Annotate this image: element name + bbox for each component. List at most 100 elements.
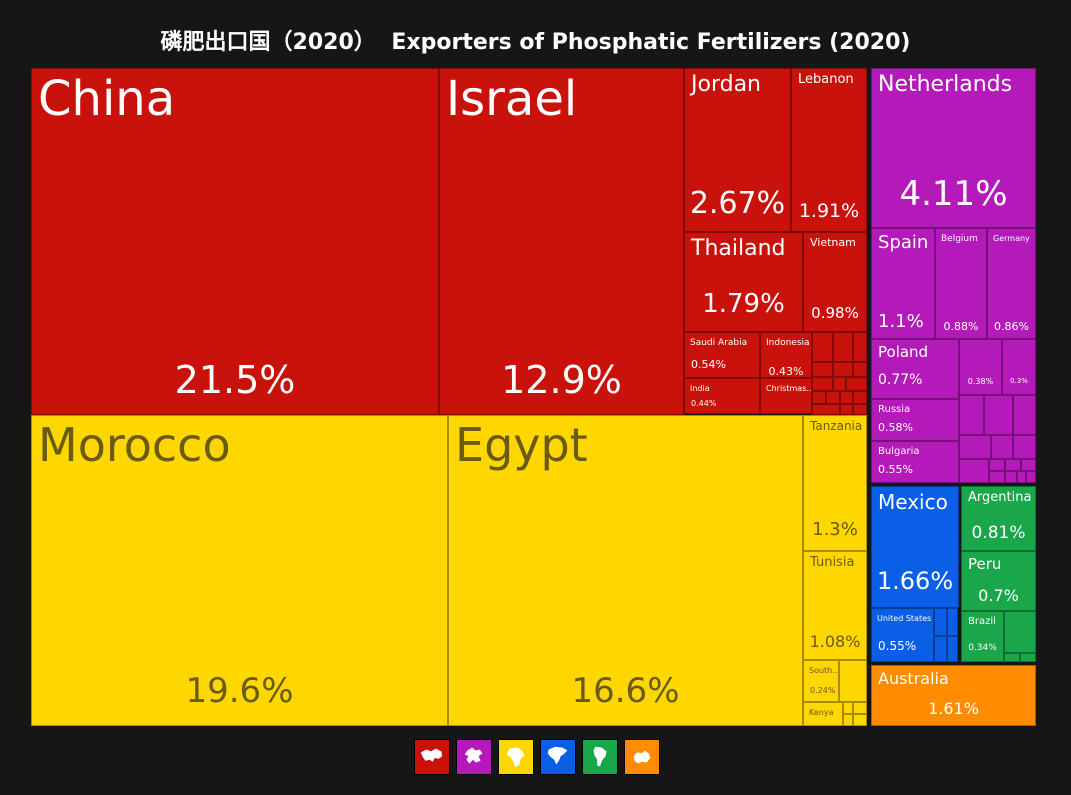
tile-value: 0.55% <box>878 463 913 476</box>
tile-minor-asia-3[interactable] <box>812 362 833 377</box>
tile-vietnam[interactable]: Vietnam 0.98% <box>803 232 867 332</box>
tile-minor-north-america-38[interactable] <box>947 636 958 662</box>
tile-minor-north-america-36[interactable] <box>947 608 958 636</box>
tile-bulgaria[interactable]: Bulgaria 0.55% <box>871 441 959 483</box>
tile-region-22[interactable]: 0.3% <box>1002 339 1036 395</box>
tile-indonesia[interactable]: Indonesia 0.43% <box>760 332 812 378</box>
tile-minor-asia-12[interactable] <box>853 391 867 404</box>
tile-minor-europe-31[interactable] <box>989 471 1005 483</box>
tile-minor-europe-28[interactable] <box>989 459 1005 471</box>
tile-netherlands[interactable]: Netherlands 4.11% <box>871 68 1036 228</box>
tile-india[interactable]: India 0.44% <box>684 378 760 414</box>
tile-australia[interactable]: Australia 1.61% <box>871 665 1036 726</box>
tile-united-states[interactable]: United States 0.55% <box>871 608 934 662</box>
tile-label: Morocco <box>38 418 231 472</box>
tile-christmas[interactable]: Christmas… <box>760 378 812 414</box>
tile-label: Poland <box>878 343 929 361</box>
tile-minor-south-america-41[interactable] <box>1020 653 1036 662</box>
tile-belgium[interactable]: Belgium 0.88% <box>935 228 987 339</box>
tile-saudi-arabia[interactable]: Saudi Arabia 0.54% <box>684 332 760 378</box>
tile-label: Peru <box>968 555 1002 573</box>
tile-minor-europe-32[interactable] <box>1005 471 1017 483</box>
legend-oceania[interactable] <box>624 739 660 775</box>
tile-minor-asia-5[interactable] <box>853 362 867 377</box>
tile-value: 0.44% <box>691 399 717 408</box>
tile-minor-asia-7[interactable] <box>833 377 846 391</box>
tile-tunisia[interactable]: Tunisia 1.08% <box>803 551 867 660</box>
tile-egypt[interactable]: Egypt 16.6% <box>448 415 803 726</box>
tile-argentina[interactable]: Argentina 0.81% <box>961 486 1036 551</box>
tile-minor-europe-27[interactable] <box>959 459 989 483</box>
tile-minor-asia-14[interactable] <box>840 404 853 415</box>
tile-label: Germany <box>993 234 1030 243</box>
tile-minor-north-america-37[interactable] <box>934 636 947 662</box>
tile-value: 0.7% <box>978 586 1019 605</box>
tile-thailand[interactable]: Thailand 1.79% <box>684 232 803 332</box>
tile-israel[interactable]: Israel 12.9% <box>439 68 684 415</box>
tile-tanzania[interactable]: Tanzania 1.3% <box>803 415 867 551</box>
tile-poland[interactable]: Poland 0.77% <box>871 339 959 399</box>
tile-value: 0.43% <box>768 365 804 378</box>
tile-value: 0.3% <box>1010 377 1028 385</box>
tile-minor-asia-2[interactable] <box>853 332 867 362</box>
tile-minor-africa-19[interactable] <box>843 714 853 726</box>
tile-minor-europe-30[interactable] <box>1021 459 1036 471</box>
tile-mexico[interactable]: Mexico 1.66% <box>871 486 959 608</box>
tile-minor-south-america-40[interactable] <box>1004 653 1020 662</box>
tile-minor-europe-21[interactable] <box>959 395 984 435</box>
tile-minor-europe-33[interactable] <box>1017 471 1026 483</box>
tile-minor-asia-6[interactable] <box>812 377 833 391</box>
tile-jordan[interactable]: Jordan 2.67% <box>684 68 791 232</box>
tile-china[interactable]: China 21.5% <box>31 68 439 415</box>
tile-minor-south-america-39[interactable] <box>1004 611 1036 653</box>
tile-spain[interactable]: Spain 1.1% <box>871 228 935 339</box>
tile-minor-asia-13[interactable] <box>812 404 840 415</box>
tile-minor-europe-25[interactable] <box>991 435 1013 459</box>
tile-russia[interactable]: Russia 0.58% <box>871 399 959 441</box>
tile-minor-asia-0[interactable] <box>812 332 833 362</box>
tile-minor-asia-9[interactable] <box>812 391 826 404</box>
tile-value: 1.79% <box>702 289 785 319</box>
tile-value: 0.86% <box>994 320 1029 333</box>
tile-kenya[interactable]: Kenya <box>803 702 843 726</box>
tile-minor-asia-15[interactable] <box>853 404 867 415</box>
legend-africa[interactable] <box>498 739 534 775</box>
tile-minor-asia-8[interactable] <box>846 377 867 391</box>
tile-region-21[interactable]: 0.38% <box>959 339 1002 395</box>
africa-icon <box>506 747 525 768</box>
tile-morocco[interactable]: Morocco 19.6% <box>31 415 448 726</box>
tile-minor-africa-17[interactable] <box>843 702 853 714</box>
tile-peru[interactable]: Peru 0.7% <box>961 551 1036 611</box>
tile-minor-europe-29[interactable] <box>1005 459 1021 471</box>
legend-europe[interactable] <box>456 739 492 775</box>
tile-minor-europe-22[interactable] <box>984 395 1013 435</box>
tile-minor-africa-20[interactable] <box>853 714 867 726</box>
title-chinese: 磷肥出口国（2020） <box>160 30 376 55</box>
tile-germany[interactable]: Germany 0.86% <box>987 228 1036 339</box>
tile-label: Lebanon <box>798 72 854 87</box>
tile-minor-africa-16[interactable] <box>839 660 867 702</box>
tile-brazil[interactable]: Brazil 0.34% <box>961 611 1004 662</box>
tile-minor-asia-1[interactable] <box>833 332 853 362</box>
tile-minor-asia-10[interactable] <box>826 391 840 404</box>
tile-south[interactable]: South… 0.24% <box>803 660 839 702</box>
tile-minor-asia-4[interactable] <box>833 362 853 377</box>
south-america-icon <box>593 746 607 767</box>
tile-minor-europe-23[interactable] <box>1013 395 1036 435</box>
tile-label: Brazil <box>968 616 996 627</box>
legend-south-america[interactable] <box>582 739 618 775</box>
tile-value: 0.54% <box>691 358 726 371</box>
tile-minor-asia-11[interactable] <box>840 391 853 404</box>
tile-lebanon[interactable]: Lebanon 1.91% <box>791 68 867 232</box>
tile-label: Israel <box>446 71 578 127</box>
tile-minor-europe-24[interactable] <box>959 435 991 459</box>
tile-minor-europe-26[interactable] <box>1013 435 1036 459</box>
legend-asia[interactable] <box>414 739 450 775</box>
tile-minor-europe-34[interactable] <box>1026 471 1036 483</box>
tile-value: 0.38% <box>967 377 994 386</box>
legend-north-america[interactable] <box>540 739 576 775</box>
tile-minor-africa-18[interactable] <box>853 702 867 714</box>
tile-label: India <box>690 384 710 393</box>
tile-label: Kenya <box>809 708 834 717</box>
tile-minor-north-america-35[interactable] <box>934 608 947 636</box>
